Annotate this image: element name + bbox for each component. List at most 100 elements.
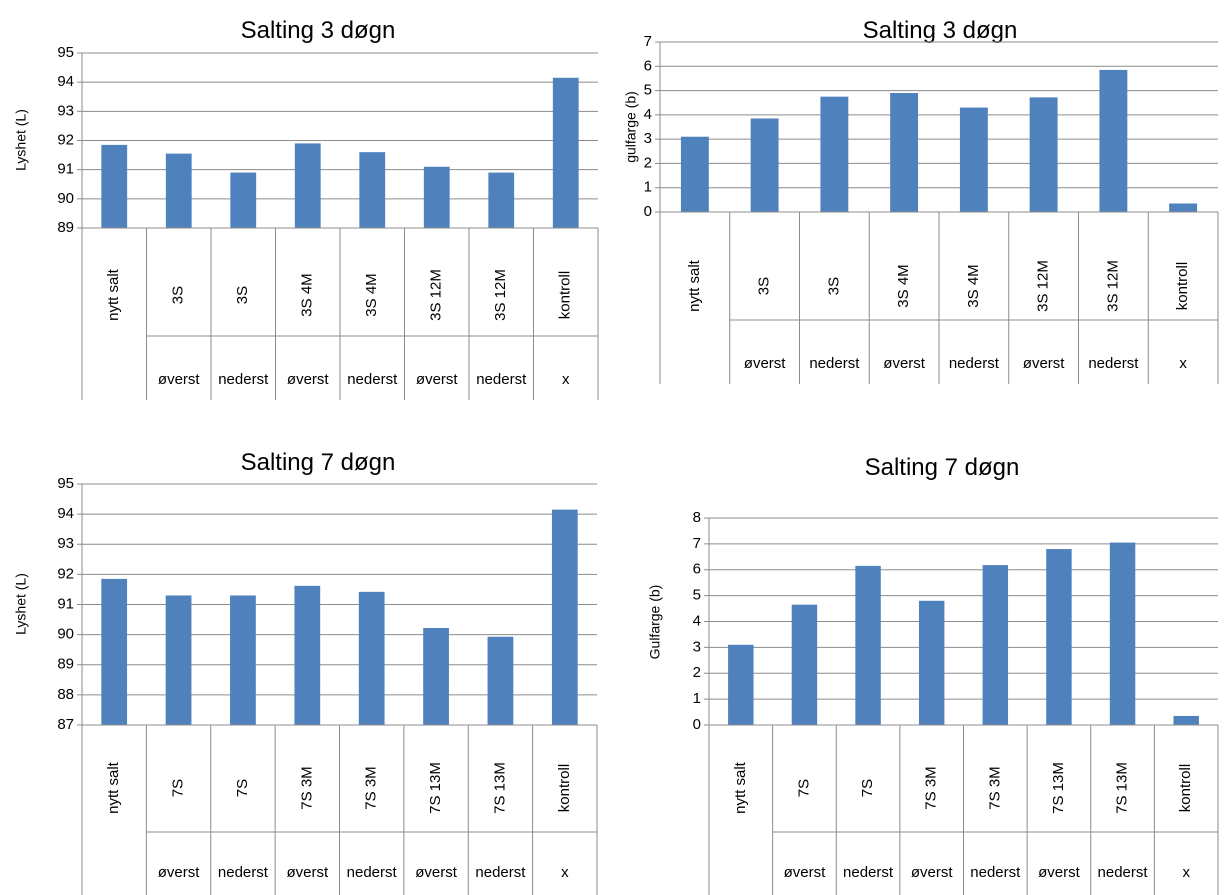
bar bbox=[728, 644, 754, 725]
bar bbox=[750, 118, 779, 212]
bar bbox=[1099, 69, 1128, 212]
y-axis-label: Lyshet (L) bbox=[13, 109, 29, 171]
bar bbox=[358, 591, 385, 725]
y-tick-label: 90 bbox=[57, 190, 74, 207]
x-group-label: nederst bbox=[970, 864, 1021, 881]
y-tick-label: 95 bbox=[57, 475, 74, 492]
x-tick-label: 7S 3M bbox=[363, 766, 380, 809]
x-tick-label: 7S 3M bbox=[986, 766, 1003, 809]
y-tick-label: 1 bbox=[644, 179, 652, 196]
bar bbox=[230, 172, 257, 228]
chart-1: Salting 3 døgn Lyshet (L) 89 90 91 92 93 94 95 ny… bbox=[13, 17, 599, 400]
x-group-label: øverst bbox=[158, 864, 201, 881]
y-tick-label: 93 bbox=[57, 102, 74, 119]
bar bbox=[552, 77, 579, 229]
y-tick-label: 6 bbox=[644, 57, 652, 74]
bar bbox=[101, 578, 128, 725]
x-group-label: x bbox=[561, 864, 569, 881]
x-tick-label: 3S bbox=[825, 277, 842, 295]
x-group-label: nederst bbox=[475, 864, 526, 881]
x-tick-label: 3S 4M bbox=[895, 264, 912, 307]
x-tick-label: 3S 12M bbox=[1035, 260, 1052, 312]
x-group-label: nederst bbox=[347, 864, 398, 881]
x-tick-label: 7S 3M bbox=[923, 766, 940, 809]
y-axis-label: Lyshet (L) bbox=[13, 573, 29, 635]
bar bbox=[294, 585, 321, 725]
y-tick-label: 4 bbox=[693, 612, 701, 629]
y-tick-label: 94 bbox=[57, 73, 74, 90]
bar bbox=[1109, 542, 1136, 725]
y-tick-label: 3 bbox=[693, 638, 701, 655]
y-tick-label: 0 bbox=[693, 716, 701, 733]
chart-4: Salting 7 døgn Gulfarge (b) 0 1 2 3 4 5 6 7 8 nytt … bbox=[647, 454, 1219, 895]
bar bbox=[294, 143, 321, 228]
x-group-label: øverst bbox=[883, 355, 926, 372]
x-tick-label: 7S 3M bbox=[298, 766, 315, 809]
x-group-label: x bbox=[1182, 864, 1190, 881]
bar bbox=[918, 600, 945, 725]
x-tick-label: nytt salt bbox=[105, 268, 122, 321]
y-tick-label: 89 bbox=[57, 656, 74, 673]
bar bbox=[890, 93, 919, 212]
x-tick-label: 3S 4M bbox=[299, 273, 316, 316]
x-group-label: nederst bbox=[347, 371, 398, 388]
x-group-label: nederst bbox=[949, 355, 1000, 372]
chart-title: Salting 7 døgn bbox=[241, 449, 396, 476]
chart-3: Salting 7 døgn Lyshet (L) 87 88 89 90 91 92 93 94… bbox=[13, 449, 598, 895]
y-tick-label: 91 bbox=[57, 161, 74, 178]
x-group-label: øverst bbox=[158, 371, 201, 388]
bar bbox=[487, 636, 514, 725]
x-tick-label: 7S bbox=[859, 779, 876, 797]
chart-2: Salting 3 døgn gulfarge (b) 0 1 2 3 4 5 6 7 nytt s… bbox=[623, 17, 1219, 384]
bar bbox=[1169, 203, 1198, 212]
y-tick-label: 6 bbox=[693, 561, 701, 578]
y-tick-label: 91 bbox=[57, 595, 74, 612]
chart-title: Salting 3 døgn bbox=[241, 17, 396, 44]
x-group-label: øverst bbox=[415, 864, 458, 881]
y-tick-label: 87 bbox=[57, 716, 74, 733]
chart-title: Salting 3 døgn bbox=[863, 17, 1018, 44]
x-tick-label: 7S 13M bbox=[1114, 762, 1131, 814]
bar bbox=[230, 595, 256, 725]
x-group-label: x bbox=[1179, 355, 1187, 372]
x-tick-label: 3S bbox=[234, 286, 251, 304]
y-tick-label: 89 bbox=[57, 219, 74, 236]
x-tick-label: 7S bbox=[795, 779, 812, 797]
bar bbox=[1173, 715, 1199, 725]
x-tick-label: 7S 13M bbox=[1050, 762, 1067, 814]
x-group-label: nederst bbox=[218, 371, 269, 388]
y-tick-label: 92 bbox=[57, 565, 74, 582]
bar bbox=[1046, 549, 1072, 725]
x-group-label: x bbox=[562, 371, 570, 388]
x-tick-label: 3S 4M bbox=[363, 273, 380, 316]
bar bbox=[855, 565, 881, 725]
y-tick-label: 94 bbox=[57, 505, 74, 522]
x-tick-label: kontroll bbox=[556, 764, 573, 812]
bar bbox=[101, 144, 128, 228]
y-tick-label: 2 bbox=[693, 664, 701, 681]
x-group-label: øverst bbox=[784, 864, 827, 881]
bar bbox=[165, 153, 192, 228]
x-tick-label: 3S 4M bbox=[965, 264, 982, 307]
x-tick-label: kontroll bbox=[1174, 262, 1191, 310]
bar bbox=[959, 107, 988, 212]
bar bbox=[165, 595, 192, 725]
x-group-label: øverst bbox=[416, 371, 459, 388]
y-tick-label: 95 bbox=[57, 44, 74, 61]
y-tick-label: 0 bbox=[644, 203, 652, 220]
bar bbox=[488, 172, 515, 228]
x-tick-label: nytt salt bbox=[105, 761, 122, 814]
x-tick-label: 7S 13M bbox=[427, 762, 444, 814]
y-tick-label: 2 bbox=[644, 154, 652, 171]
x-group-label: øverst bbox=[744, 355, 787, 372]
chart-title: Salting 7 døgn bbox=[865, 454, 1020, 481]
y-axis-label: Gulfarge (b) bbox=[647, 585, 663, 660]
y-tick-label: 5 bbox=[644, 82, 652, 99]
x-group-label: nederst bbox=[809, 355, 860, 372]
bar bbox=[791, 604, 818, 725]
bar bbox=[423, 627, 449, 725]
x-group-label: øverst bbox=[1038, 864, 1081, 881]
x-group-label: nederst bbox=[218, 864, 269, 881]
bar bbox=[423, 166, 450, 228]
